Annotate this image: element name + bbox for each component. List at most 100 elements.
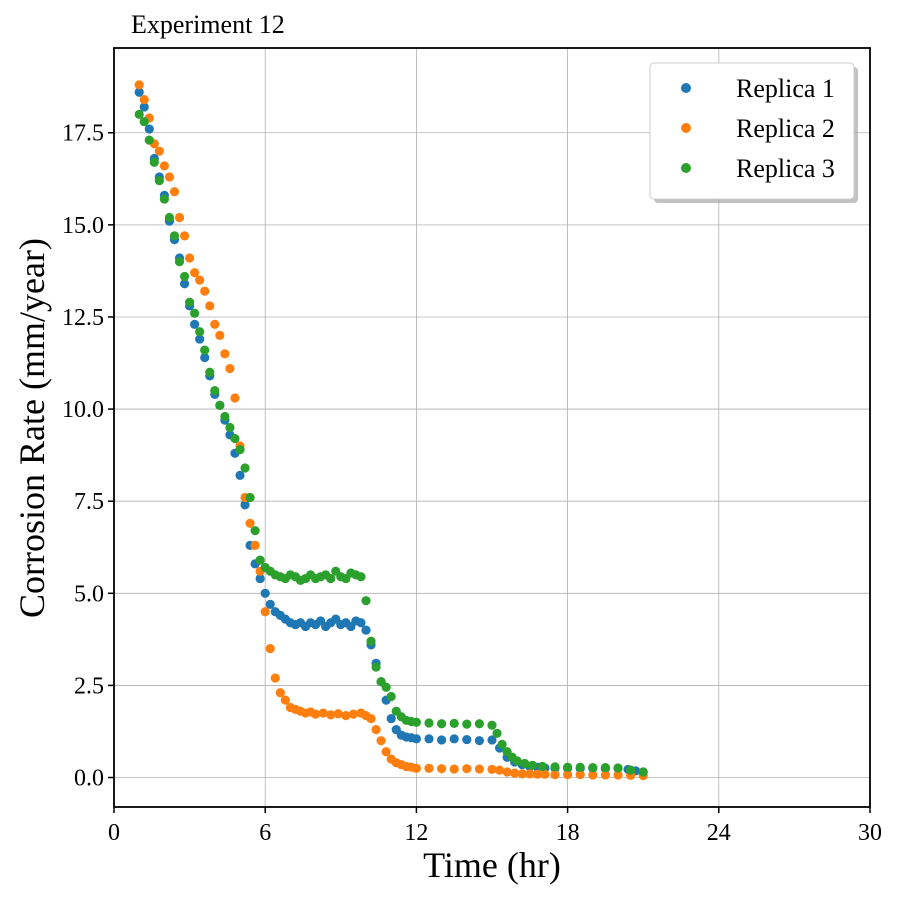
data-point [280, 695, 290, 705]
y-tick-label: 0.0 [74, 766, 104, 792]
data-point [240, 463, 250, 473]
x-tick-label: 12 [404, 820, 428, 846]
data-point [588, 762, 598, 773]
y-tick-label: 2.5 [74, 673, 104, 699]
data-point [487, 720, 497, 730]
data-point [449, 734, 459, 744]
data-point [487, 764, 497, 775]
data-point [381, 682, 391, 692]
data-point [230, 393, 240, 403]
data-point [361, 596, 371, 606]
data-point [250, 540, 260, 551]
data-point [348, 709, 358, 719]
data-point [159, 161, 169, 171]
legend-marker [681, 83, 691, 93]
data-point [341, 711, 351, 721]
data-point [270, 673, 280, 683]
data-point [510, 768, 520, 778]
data-point [220, 349, 230, 359]
data-point [200, 286, 210, 296]
data-point [381, 747, 391, 757]
legend-marker [681, 163, 691, 173]
data-point [179, 271, 190, 282]
data-point [563, 769, 573, 780]
data-point [474, 736, 484, 746]
data-point [371, 725, 381, 735]
series-replica-2 [134, 80, 648, 781]
data-point [265, 643, 275, 654]
data-point [134, 80, 144, 90]
data-point [474, 764, 484, 774]
data-point [386, 713, 396, 724]
data-point [260, 588, 270, 598]
data-point [575, 762, 585, 772]
data-point [149, 157, 159, 167]
data-point [169, 187, 180, 197]
data-point [245, 492, 255, 503]
y-tick-label: 7.5 [74, 489, 104, 515]
data-point [144, 124, 154, 134]
data-point [235, 445, 245, 455]
data-point [318, 708, 328, 718]
data-point [326, 573, 336, 584]
data-point [550, 769, 560, 780]
data-point [195, 334, 205, 344]
data-point [190, 308, 200, 318]
data-point [255, 555, 265, 565]
data-point [275, 688, 285, 698]
data-point [411, 763, 421, 773]
data-point [134, 109, 144, 119]
data-point [537, 761, 548, 772]
data-point [185, 253, 195, 263]
x-tick-label: 18 [556, 820, 580, 846]
data-point [540, 769, 550, 779]
x-tick-label: 0 [108, 820, 120, 846]
data-point [215, 330, 225, 340]
data-point [512, 756, 522, 766]
data-point [497, 739, 507, 749]
data-point [449, 764, 459, 774]
data-point [424, 763, 434, 773]
data-point [174, 257, 185, 267]
y-axis-ticks: 0.0 2.5 5.0 7.5 10.0 12.5 15.0 17.5 [62, 121, 114, 792]
data-point [449, 718, 459, 728]
data-point [190, 268, 200, 278]
data-point [356, 572, 366, 582]
y-tick-label: 15.0 [62, 213, 104, 239]
data-point [139, 94, 149, 105]
data-point [563, 762, 573, 772]
data-point [220, 411, 230, 422]
y-axis-title: Corrosion Rate (mm/year) [12, 238, 52, 618]
data-point [600, 762, 611, 773]
data-point [525, 769, 535, 779]
data-point [230, 433, 240, 444]
data-point [411, 717, 421, 727]
data-point [154, 176, 164, 186]
data-point [210, 386, 220, 396]
data-point [371, 662, 381, 672]
legend: Replica 1 Replica 2 Replica 3 [649, 62, 858, 203]
data-point [265, 599, 275, 609]
data-point [386, 691, 396, 702]
data-point [613, 763, 623, 773]
data-point [333, 709, 343, 719]
data-point [520, 758, 530, 769]
x-tick-label: 24 [707, 820, 731, 846]
data-point [366, 713, 376, 724]
data-point [215, 400, 225, 410]
data-point [575, 769, 585, 780]
data-point [462, 764, 472, 774]
data-point [502, 767, 512, 777]
data-point [411, 734, 421, 744]
data-point [250, 526, 260, 536]
x-tick-label: 30 [858, 820, 882, 846]
data-point [245, 518, 255, 528]
data-point [154, 146, 164, 156]
data-point [139, 102, 149, 112]
data-point [361, 625, 371, 635]
x-tick-label: 6 [259, 820, 271, 846]
data-point [225, 422, 235, 433]
data-point [424, 718, 434, 728]
data-point [210, 319, 220, 329]
